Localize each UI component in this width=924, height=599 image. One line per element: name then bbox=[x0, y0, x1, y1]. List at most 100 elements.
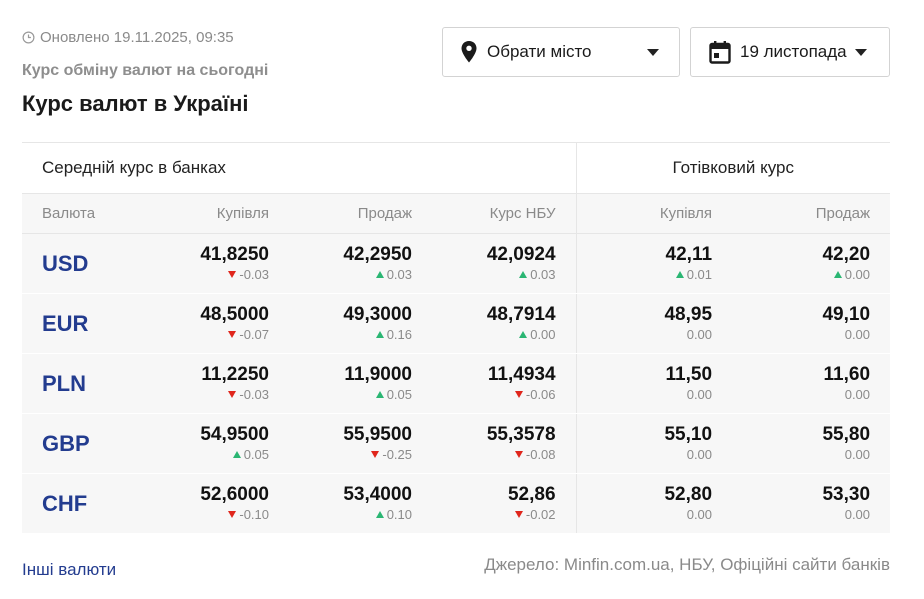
currency-code[interactable]: USD bbox=[22, 233, 142, 294]
map-pin-icon bbox=[460, 40, 478, 64]
rate-change-value: -0.03 bbox=[239, 266, 269, 282]
rate-cell: 11,2250 -0.03 bbox=[142, 353, 289, 414]
table-body: USD 41,8250 -0.03 42,2950 0.03 42,0924 0.03… bbox=[22, 233, 891, 534]
trend-arrow-icon bbox=[833, 270, 842, 278]
rate-value: 11,60 bbox=[823, 363, 871, 385]
trend-arrow-icon bbox=[228, 390, 237, 398]
page-title: Курс валют в Україні bbox=[22, 91, 249, 116]
rate-value: 53,30 bbox=[822, 483, 871, 505]
rate-change-value: 0.10 bbox=[386, 506, 412, 522]
rate-cell: 11,50 0.00 bbox=[575, 353, 733, 414]
rate-change-value: 0.05 bbox=[243, 446, 269, 462]
rate-change-value: 0.03 bbox=[530, 266, 556, 282]
rate-cell: 42,2950 0.03 bbox=[289, 233, 432, 294]
trend-arrow-icon bbox=[514, 510, 523, 518]
rate-change: 0.00 bbox=[732, 266, 870, 284]
rate-change: -0.06 bbox=[432, 386, 556, 404]
rate-change-value: 0.00 bbox=[686, 386, 713, 402]
trend-arrow-icon bbox=[228, 330, 237, 338]
rate-change: 0.00 bbox=[732, 506, 870, 524]
rate-change-value: 0.00 bbox=[686, 446, 713, 462]
trend-arrow-icon bbox=[675, 270, 684, 278]
rate-change-value: 0.00 bbox=[844, 386, 871, 402]
trend-arrow-icon bbox=[514, 450, 523, 458]
trend-arrow-icon bbox=[514, 390, 523, 398]
table-row: EUR 48,5000 -0.07 49,3000 0.16 48,7914 0.00… bbox=[22, 293, 891, 354]
rate-cell: 42,11 0.01 bbox=[575, 233, 733, 294]
rate-change: -0.02 bbox=[432, 506, 556, 524]
trend-arrow-icon bbox=[375, 390, 384, 398]
rate-change: 0.03 bbox=[289, 266, 412, 284]
rate-change: 0.05 bbox=[289, 386, 412, 404]
rate-change: 0.00 bbox=[577, 446, 713, 464]
rate-cell: 49,10 0.00 bbox=[732, 293, 891, 354]
table-group-header: Середній курс в банках Готівковий курс bbox=[22, 142, 891, 194]
rate-change: 0.00 bbox=[732, 446, 870, 464]
rate-change-value: 0.16 bbox=[386, 326, 412, 342]
rate-cell: 42,0924 0.03 bbox=[432, 233, 577, 294]
rate-value: 52,86 bbox=[507, 483, 556, 505]
rate-value: 54,9500 bbox=[200, 423, 269, 445]
source-note: Джерело: Minfin.com.ua, НБУ, Офіційні са… bbox=[484, 555, 890, 574]
rate-value: 48,95 bbox=[664, 303, 713, 325]
column-header-bank-buy: Купівля bbox=[142, 193, 289, 234]
rate-cell: 53,30 0.00 bbox=[732, 473, 891, 534]
trend-arrow-icon bbox=[228, 510, 237, 518]
date-select-button[interactable]: 19 листопада bbox=[690, 27, 890, 77]
exchange-rates-table: Середній курс в банках Готівковий курс В… bbox=[22, 142, 891, 534]
rate-change-value: 0.00 bbox=[844, 446, 871, 462]
rate-change: 0.00 bbox=[577, 326, 713, 344]
rate-value: 55,9500 bbox=[343, 423, 412, 445]
currency-code[interactable]: EUR bbox=[22, 293, 142, 354]
table-row: USD 41,8250 -0.03 42,2950 0.03 42,0924 0.03… bbox=[22, 233, 891, 294]
rate-cell: 48,7914 0.00 bbox=[432, 293, 577, 354]
trend-arrow-icon bbox=[232, 450, 241, 458]
rate-cell: 48,95 0.00 bbox=[575, 293, 733, 354]
rate-change-value: -0.07 bbox=[239, 326, 269, 342]
rate-change-value: 0.01 bbox=[686, 266, 713, 282]
rate-value: 53,4000 bbox=[343, 483, 412, 505]
rate-change-value: 0.03 bbox=[386, 266, 412, 282]
clock-icon bbox=[22, 31, 35, 44]
city-select-label: Обрати місто bbox=[487, 42, 592, 61]
rate-change: 0.01 bbox=[577, 266, 713, 284]
rate-change-value: 0.00 bbox=[844, 266, 871, 282]
rate-cell: 42,20 0.00 bbox=[732, 233, 891, 294]
rate-value: 48,7914 bbox=[486, 303, 556, 325]
rate-value: 42,2950 bbox=[343, 243, 412, 265]
trend-arrow-icon bbox=[375, 330, 384, 338]
rate-change: -0.03 bbox=[142, 266, 269, 284]
currency-code[interactable]: GBP bbox=[22, 413, 142, 474]
rate-value: 48,5000 bbox=[200, 303, 269, 325]
rate-change: 0.00 bbox=[732, 326, 870, 344]
rate-change: 0.05 bbox=[142, 446, 269, 464]
other-currencies-link[interactable]: Інші валюти bbox=[22, 560, 117, 579]
rate-value: 55,80 bbox=[822, 423, 871, 445]
rate-cell: 11,4934 -0.06 bbox=[432, 353, 577, 414]
column-header-bank-sell: Продаж bbox=[289, 193, 432, 234]
rate-cell: 55,9500 -0.25 bbox=[289, 413, 432, 474]
column-header-currency: Валюта bbox=[22, 193, 142, 234]
rate-change-value: 0.00 bbox=[686, 326, 713, 342]
rate-value: 55,10 bbox=[664, 423, 713, 445]
column-header-nbu-rate: Курс НБУ bbox=[432, 193, 577, 234]
rate-cell: 52,86 -0.02 bbox=[432, 473, 577, 534]
rate-change-value: 0.00 bbox=[844, 326, 871, 342]
rate-change: 0.00 bbox=[577, 386, 713, 404]
rate-change: -0.10 bbox=[142, 506, 269, 524]
rate-change: 0.16 bbox=[289, 326, 412, 344]
currency-code[interactable]: CHF bbox=[22, 473, 142, 534]
rate-change-value: -0.02 bbox=[525, 506, 556, 522]
trend-arrow-icon bbox=[519, 270, 528, 278]
rate-change-value: -0.03 bbox=[239, 386, 269, 402]
rate-cell: 55,3578 -0.08 bbox=[432, 413, 577, 474]
rate-cell: 41,8250 -0.03 bbox=[142, 233, 289, 294]
city-select-button[interactable]: Обрати місто bbox=[442, 27, 680, 77]
rate-value: 42,11 bbox=[665, 243, 713, 265]
calendar-icon bbox=[709, 40, 731, 64]
rate-cell: 55,80 0.00 bbox=[732, 413, 891, 474]
rate-change: -0.07 bbox=[142, 326, 269, 344]
trend-arrow-icon bbox=[371, 450, 380, 458]
rate-change-value: 0.00 bbox=[686, 506, 713, 522]
currency-code[interactable]: PLN bbox=[22, 353, 142, 414]
